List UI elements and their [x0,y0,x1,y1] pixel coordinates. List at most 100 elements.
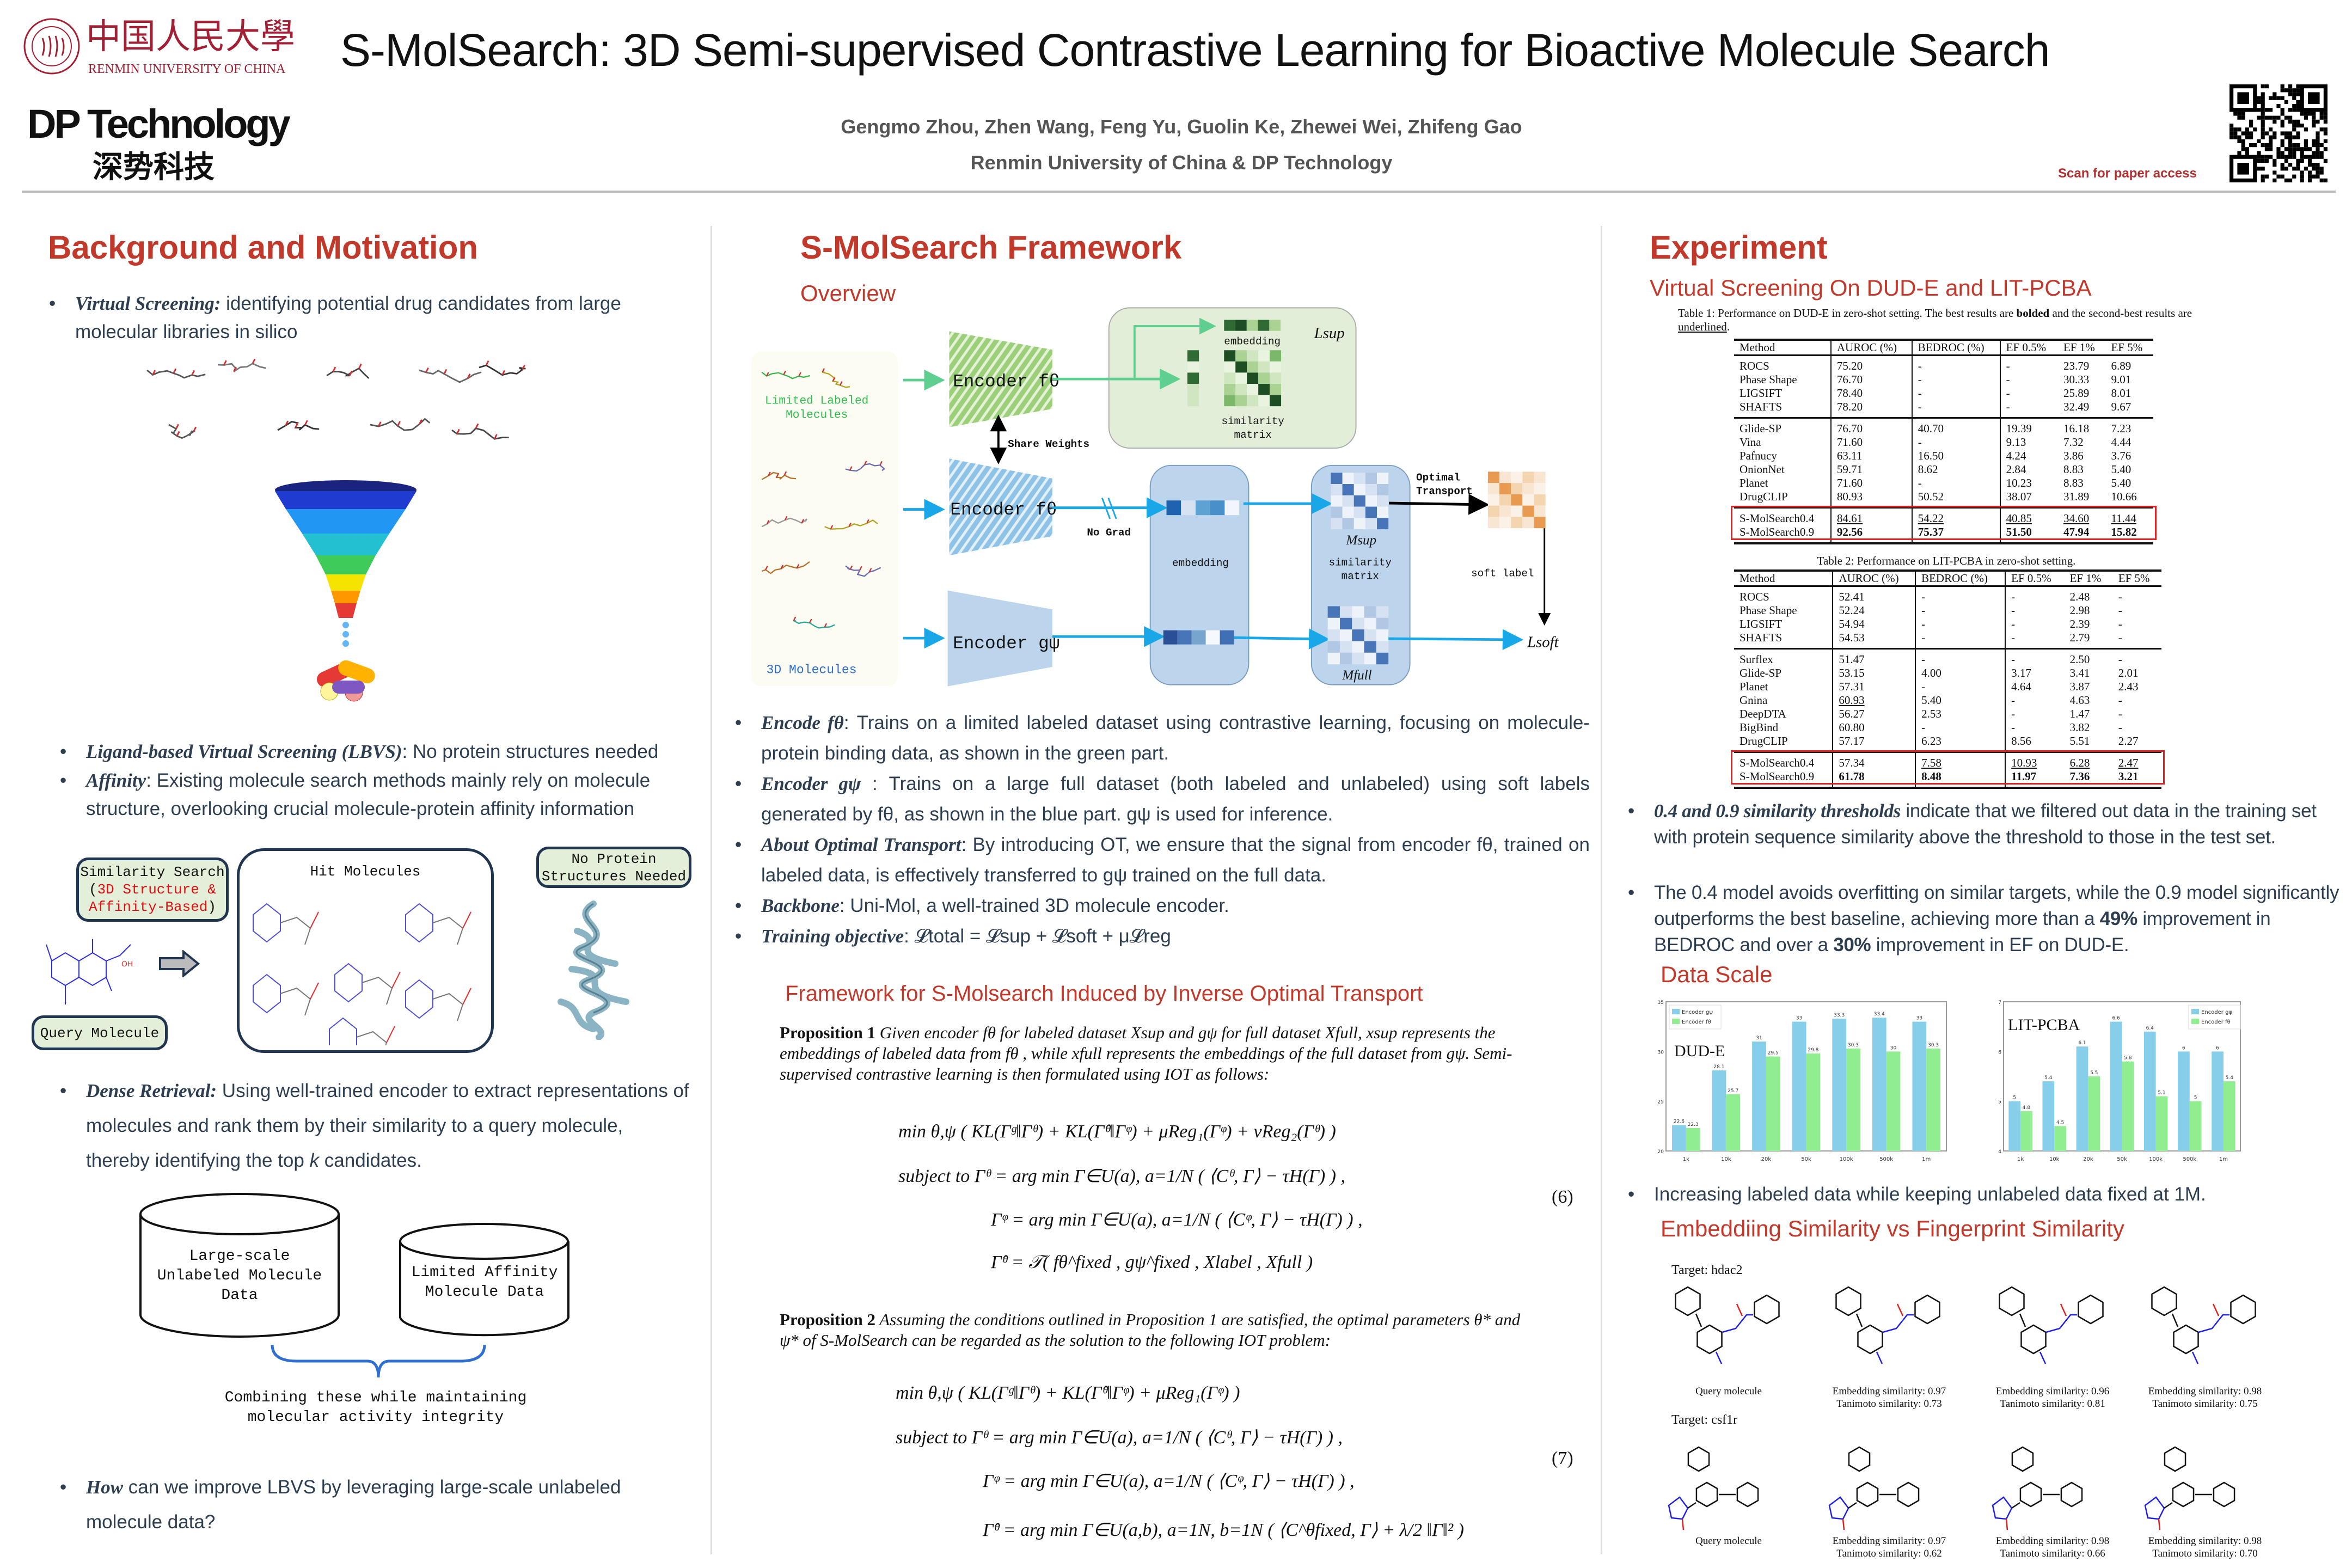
table-cell: - [2005,694,2065,707]
prop-label: Proposition 1 [780,1023,875,1042]
svg-text:OH: OH [121,959,133,968]
cell-value: - [2011,721,2016,734]
cell-value: DrugCLIP [1739,734,1788,748]
chart-title: DUD-E [1674,1042,1725,1060]
cell-value: 2.43 [2118,680,2139,693]
data-label: 33.3 [1834,1013,1845,1018]
table-cell: 54.53 [1832,631,1916,649]
table-cell: 4.44 [2105,436,2153,449]
cell-value: 3.17 [2011,666,2031,679]
table-cell: - [2005,648,2065,666]
cell-value: - [1918,359,1922,372]
molecule-icon [168,424,197,439]
matrix-cell [1235,361,1247,373]
column-header: BEDROC (%) [1915,569,2006,586]
table-cell: - [2005,585,2065,604]
cell-value: 3.82 [2069,721,2090,734]
cell-value: 84.61 [1836,512,1863,525]
table-cell: 25.89 [2058,387,2105,400]
cell-value: 54.53 [1839,631,1865,644]
molecule-structure-image [1992,1446,2083,1530]
matrix-cell [1522,471,1534,483]
cell-value: 10.23 [2006,476,2032,489]
bullet-dense-retrieval: Dense Retrieval: Using well-trained enco… [60,1074,691,1178]
table-cell: 51.50 [1999,525,2058,544]
table-row: BigBind 60.80 - - 3.82 - [1734,721,2161,734]
share-weights-label: Share Weights [1008,438,1089,450]
eq6-number: (6) [1552,1187,1573,1207]
data-label: 33 [1796,1016,1802,1021]
bar-encoder-f [2155,1096,2168,1151]
table-cell: - [1911,476,2000,490]
data-label: 5 [2194,1095,2197,1101]
qr-code-icon[interactable] [2230,84,2328,182]
cell-value: 76.70 [1836,373,1863,386]
funnel-icon [275,480,416,702]
table-cell: 54.94 [1832,617,1916,631]
matrix-cell [1487,471,1500,483]
data-label: 30.3 [1848,1043,1859,1048]
data-label: 30 [1890,1045,1897,1051]
embedding-cells-blue [1166,500,1240,516]
bar-encoder-g [2008,1101,2021,1151]
bubble-text: Similarity Search [80,864,225,880]
cell-value: 52.24 [1839,604,1865,617]
matrix-cell [1353,484,1365,495]
cell-value: S-MolSearch0.4 [1739,512,1815,525]
cell-value: 80.93 [1836,490,1863,503]
matrix-cell [1187,395,1199,407]
cell-value: 71.60 [1836,476,1863,489]
matrix-cell [1342,495,1354,507]
bar-encoder-g [2076,1046,2088,1151]
matrix-cell [1534,471,1546,483]
bullet-improvement: The 0.4 model avoids overfitting on simi… [1628,880,2341,958]
cell-value: 2.39 [2069,617,2090,630]
cell-value: 51.50 [2006,525,2032,538]
molecule-caption: Tanimoto similarity: 0.66 [2000,1548,2105,1559]
cell-value: 8.83 [2063,463,2084,476]
framework-bullet: Training objective: 𝓛total = 𝓛sup + 𝓛sof… [735,921,1590,952]
bar-encoder-g [2110,1021,2122,1151]
cell-value: DeepDTA [1739,707,1786,720]
table-row: ROCS 52.41 - - 2.48 - [1734,585,2161,604]
matrix-cell [1224,384,1236,395]
cell-value: 60.93 [1839,694,1865,707]
matrix-cell [1534,517,1546,529]
table-cell: 2.50 [2064,648,2113,666]
cell-value: - [2006,387,2010,400]
cell-value: 8.83 [2063,476,2084,489]
column-cells-green [1187,350,1199,407]
matrix-cell [1247,384,1259,395]
bullet-lead: Encode fθ [761,712,844,733]
table-cell: 75.20 [1830,354,1912,373]
matrix-cell [1270,384,1282,395]
cell-value: 15.82 [2111,525,2137,538]
matrix-cell [1339,617,1352,630]
table-cell: - [1915,721,2006,734]
cell-value: - [2011,707,2016,720]
table-cell: 9.13 [1999,436,2058,449]
x-tick-label: 1k [2017,1156,2024,1162]
table-row: Planet 57.31 - 4.64 3.87 2.43 [1734,680,2161,694]
table-cell: - [2113,721,2161,734]
matrix-cell [1365,495,1377,507]
company-name-cn: 深势科技 [93,150,215,184]
table-cell: 7.58 [1915,751,2006,770]
matrix-cell [1224,395,1236,407]
table-cell: 60.93 [1832,694,1916,707]
table-cell: - [1999,373,2058,387]
bullet-text: identifying potential drug candidates fr… [75,293,621,342]
bar-encoder-g [1712,1070,1726,1151]
cell-value: 61.78 [1839,770,1865,783]
hit-molecule-icon [253,973,319,1016]
bullet-text: can we improve LBVS by leveraging large-… [86,1477,621,1533]
3d-molecules-label: 3D Molecules [767,663,857,677]
paren: ( [88,881,97,898]
matrix-label: matrix [1234,429,1272,441]
bar-encoder-f [1846,1048,1860,1151]
table-cell: 4.00 [1915,666,2006,680]
molecule-icon [793,616,835,629]
table-cell: 4.64 [2005,680,2065,694]
cell-value: - [2006,373,2010,386]
table-cell: 52.41 [1832,585,1916,604]
